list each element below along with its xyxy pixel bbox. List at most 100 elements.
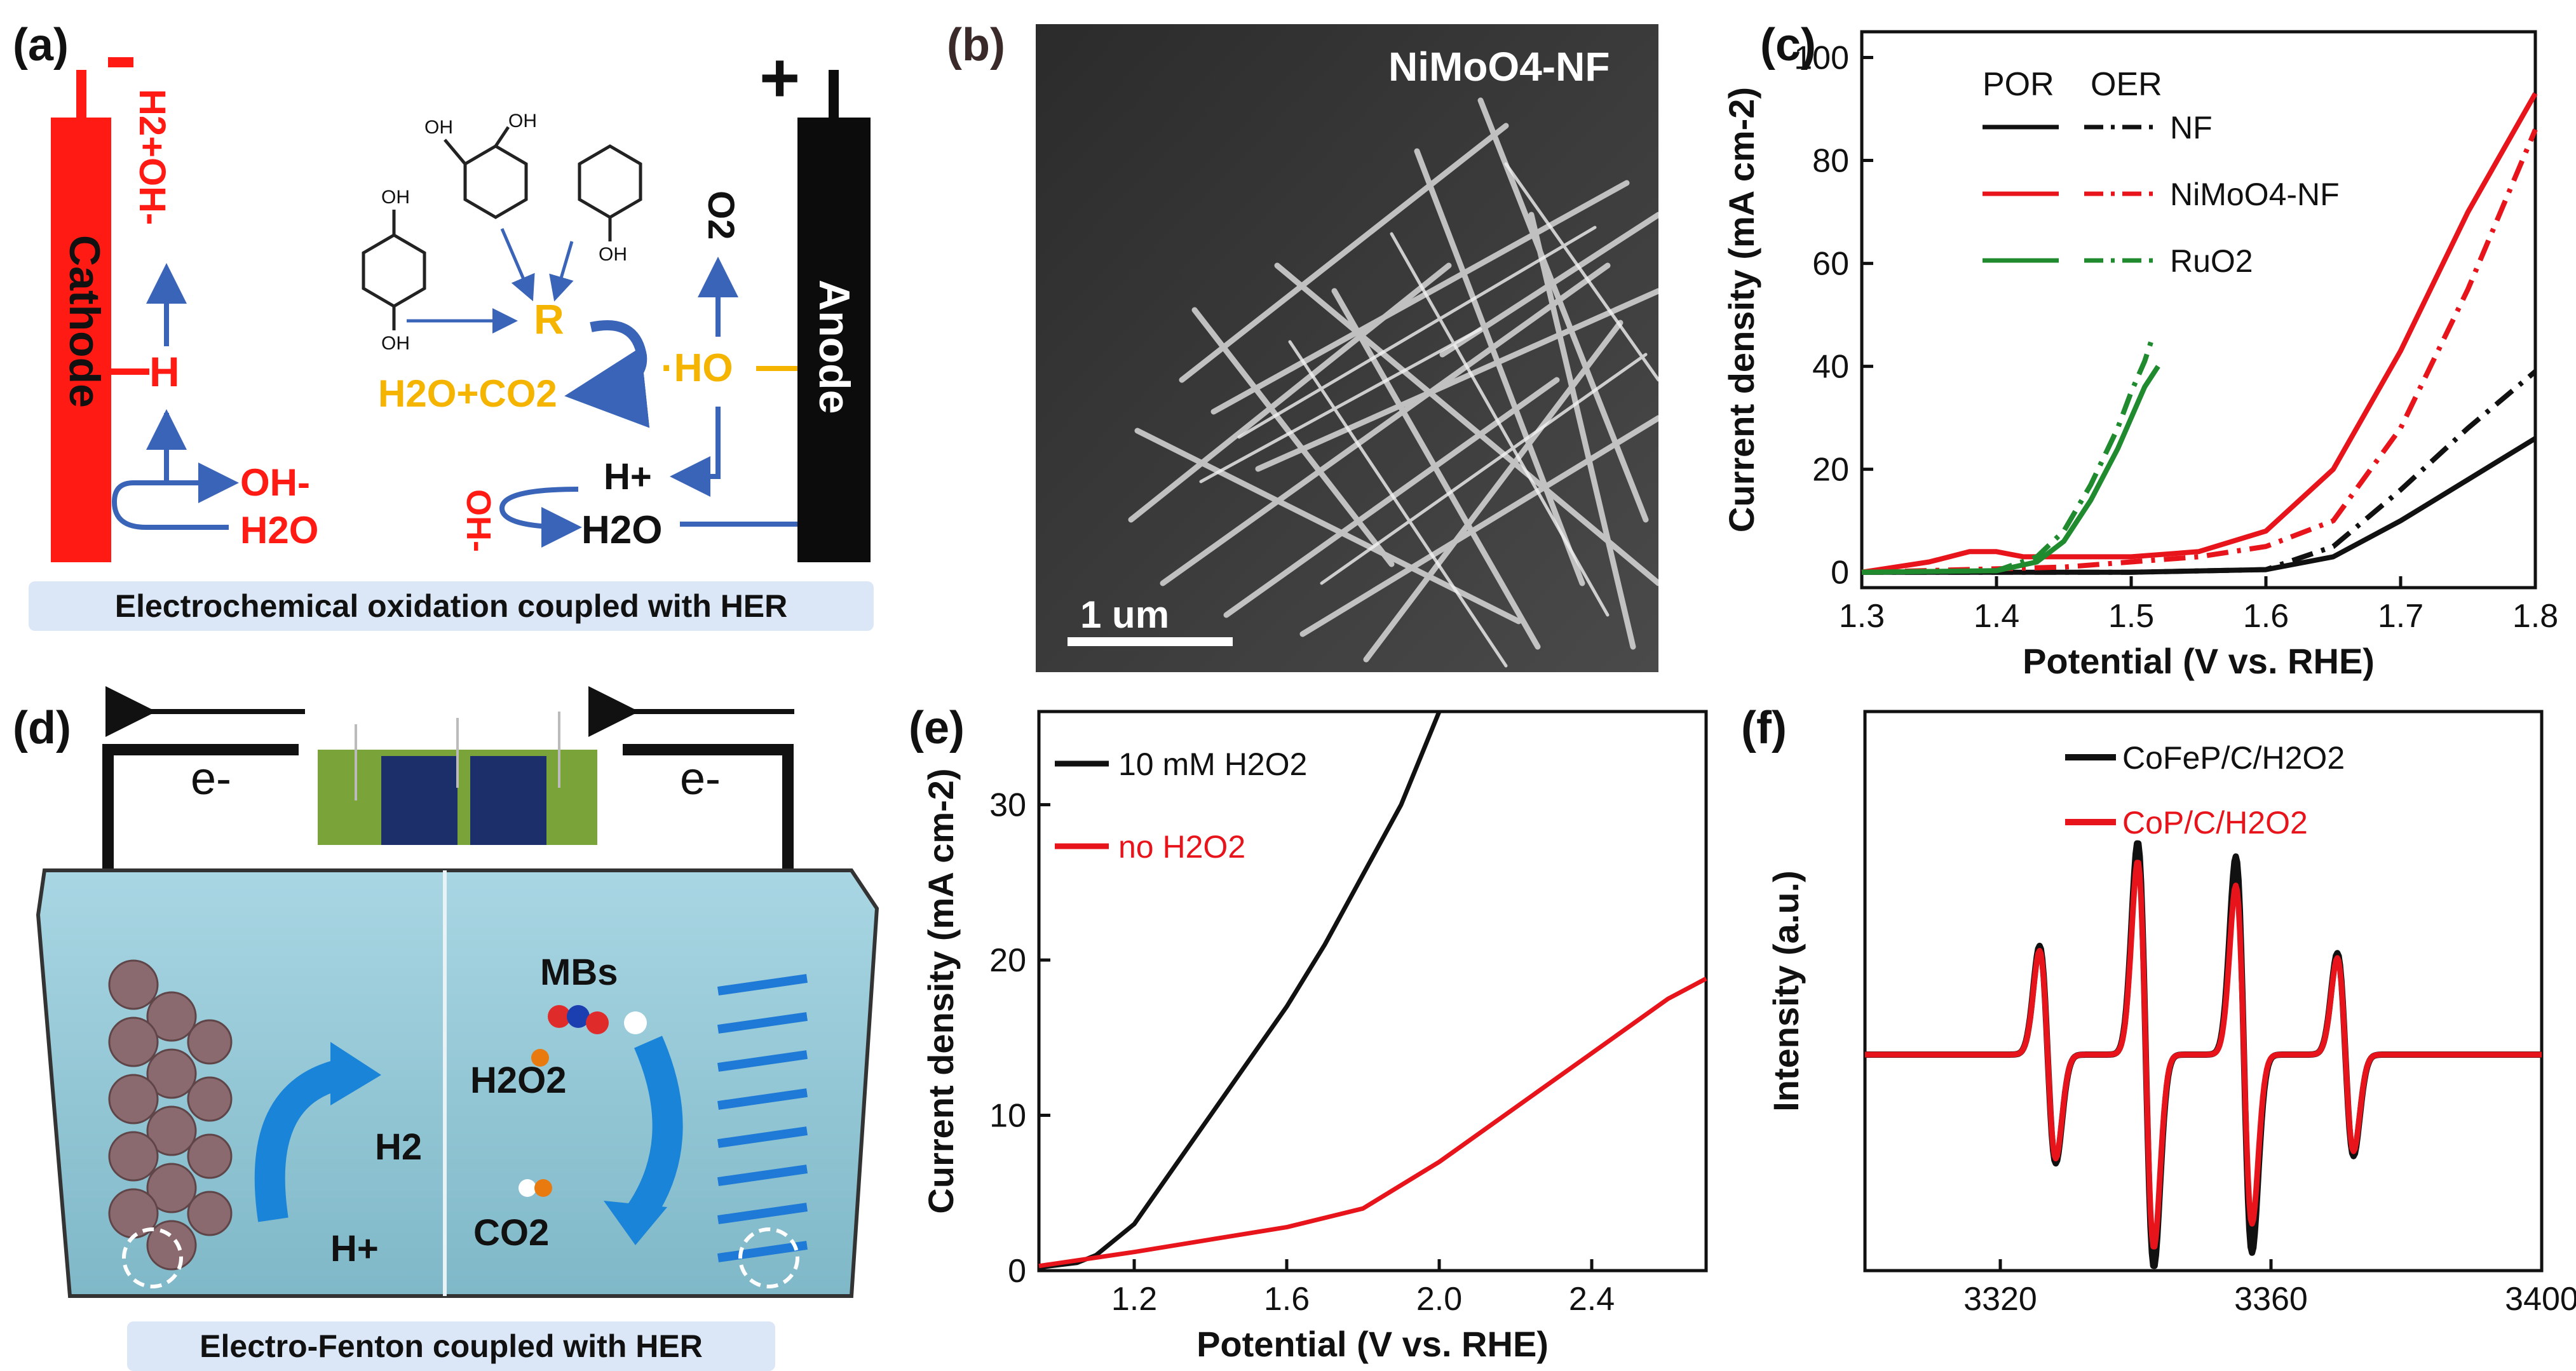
chart-c: 1.3 1.4 1.5 1.6 1.7 1.8 0 20 40 60 80 100 Potential …: [1721, 30, 2558, 681]
o2-product: O2: [700, 191, 742, 240]
cathode-particles: [108, 959, 233, 1271]
x-tick-label: 1.8: [2512, 598, 2558, 635]
y-axis-label: Current density (mA cm-2): [1721, 87, 1761, 532]
sem-title: NiMoO4-NF: [1388, 44, 1610, 90]
legend-header-oer: OER: [2091, 66, 2162, 103]
series-line-nimoo4-nf-oer: [1861, 128, 2538, 575]
electro-fenton-cell: e- e- MBs: [36, 686, 879, 1298]
series-line-nf-oer: [1862, 369, 2537, 575]
scale-bar: [1068, 637, 1233, 646]
y-axis-label: Current density (mA cm-2): [921, 768, 961, 1213]
x-tick-label: 1.7: [2378, 598, 2423, 635]
svg-text:OH: OH: [381, 187, 410, 208]
h-plus-label: H+: [330, 1228, 379, 1269]
y-tick-label: 20: [1812, 452, 1849, 489]
oh-minus-right: OH-: [459, 489, 498, 552]
y-axis-label: Intensity (a.u.): [1766, 870, 1806, 1112]
panel-d-caption: Electro-Fenton coupled with HER: [127, 1321, 775, 1371]
anode-label: Anode: [810, 280, 858, 414]
solar-panel-right: [470, 756, 546, 845]
panel-e: (e) 1.2 1.6 2.0 2.4 0 10 20 30 Potential (V vs. …: [902, 686, 1728, 1370]
legend-label: no H2O2: [1118, 829, 1245, 865]
y-tick-label: 0: [1008, 1253, 1026, 1290]
panel-label-e: (e): [909, 703, 965, 753]
x-tick-label: 1.2: [1111, 1281, 1157, 1318]
panel-label-c: (c): [1760, 20, 1816, 71]
panel-label-b: (b): [947, 20, 1005, 71]
h2-label: H2: [375, 1126, 422, 1168]
solar-panel-left: [381, 756, 458, 845]
svg-text:OH: OH: [508, 111, 537, 132]
panel-d: (d) e- e-: [0, 686, 915, 1371]
x-tick-label: 1.6: [1264, 1281, 1310, 1318]
h2o-right: H2O: [581, 508, 662, 552]
legend-label: CoFeP/C/H2O2: [2122, 740, 2345, 776]
plot-frame: [1037, 710, 1708, 1273]
co2-label: CO2: [473, 1212, 549, 1253]
x-tick-label: 1.4: [1974, 598, 2019, 635]
y-tick-label: 20: [989, 942, 1026, 979]
y-tick-label: 10: [989, 1098, 1026, 1135]
phenol-molecule: [578, 144, 642, 241]
y-tick-label: 0: [1831, 555, 1849, 591]
panel-a-diagram: Cathode + Anode H H2+OH- OH- H2O OH OH O…: [51, 39, 871, 562]
x-axis-label: Potential (V vs. RHE): [1196, 1324, 1549, 1364]
y-tick-label: 80: [1812, 143, 1849, 180]
x-tick-label: 2.0: [1416, 1281, 1462, 1318]
x-tick-label: 2.4: [1569, 1281, 1615, 1318]
x-tick-label: 3360: [2234, 1281, 2308, 1318]
plot-frame: [1860, 30, 2537, 590]
legend-header-por: POR: [1983, 66, 2054, 103]
ho-radical: ·HO: [661, 346, 733, 390]
x-tick-label: 3320: [1963, 1281, 2037, 1318]
series-line-no-h2o2: [1038, 976, 1707, 1269]
panel-label-f: (f): [1741, 703, 1787, 753]
y-tick-label: 100: [1794, 40, 1849, 77]
y-tick-label: 30: [989, 787, 1026, 824]
x-tick-label: 1.3: [1839, 598, 1885, 635]
legend-label: NF: [2170, 110, 2213, 145]
legend-label: CoP/C/H2O2: [2122, 805, 2308, 841]
panel-f: (f) 3320 3360 3400 Intensity (a.u.) CoFeP/C/…: [1728, 686, 2576, 1370]
h-atom: H: [149, 348, 180, 395]
sem-image: NiMoO4-NF 1 um: [1036, 24, 1658, 672]
series-line-nf-por: [1862, 436, 2537, 575]
series-line-10-mm-h2o2: [1038, 710, 1442, 1270]
panel-a-caption: Electrochemical oxidation coupled with H…: [29, 581, 874, 631]
anode-electrode: [797, 118, 871, 562]
cathode-label: Cathode: [60, 235, 109, 408]
y-tick-label: 60: [1812, 246, 1849, 283]
panel-b: (b): [902, 0, 1678, 686]
electron-left: e-: [191, 753, 231, 804]
catechol-molecule: [444, 126, 528, 219]
panel-c: (c) 1.3 1.4 1.5 1.6 1.7 1.8 0 20 40 60 80 100 Potent…: [1703, 0, 2576, 686]
legend-label: RuO2: [2170, 243, 2253, 279]
legend-label: NiMoO4-NF: [2170, 177, 2340, 212]
h2o-co2-product: H2O+CO2: [378, 372, 557, 415]
anode-mesh: [717, 974, 808, 1262]
minus-sign: [108, 57, 133, 67]
h2o2-label: H2O2: [470, 1060, 567, 1101]
svg-text:OH: OH: [424, 117, 453, 138]
series-line-nimoo4-nf-por: [1861, 92, 2538, 575]
h-plus: H+: [604, 456, 652, 497]
cathode-electrode: [51, 118, 111, 562]
r-organic: R: [534, 295, 564, 342]
h2-oh-product: H2+OH-: [132, 89, 173, 225]
series-line-ruo2-por: [1861, 365, 2160, 575]
series-line-ruo2-oer: [1861, 339, 2154, 575]
mbs-label: MBs: [540, 952, 618, 993]
y-tick-label: 40: [1812, 349, 1849, 386]
x-tick-label: 1.5: [2108, 598, 2154, 635]
x-tick-label: 3400: [2505, 1281, 2576, 1318]
oh-minus-product: OH-: [240, 461, 310, 504]
electron-right: e-: [680, 753, 721, 804]
chart-e: 1.2 1.6 2.0 2.4 0 10 20 30 Potential (V vs. RHE)…: [921, 710, 1708, 1364]
x-tick-label: 1.6: [2243, 598, 2289, 635]
legend-label: 10 mM H2O2: [1118, 746, 1307, 782]
panel-a: (a) Cathode + Anode H H2+OH- OH- H2O OH: [0, 0, 902, 635]
svg-text:OH: OH: [599, 244, 627, 265]
chart-f: 3320 3360 3400 Intensity (a.u.) CoFeP/C/H2O2…: [1766, 710, 2576, 1318]
h2o-reactant-left: H2O: [240, 509, 318, 551]
series-line-cop: [1863, 860, 2544, 1250]
